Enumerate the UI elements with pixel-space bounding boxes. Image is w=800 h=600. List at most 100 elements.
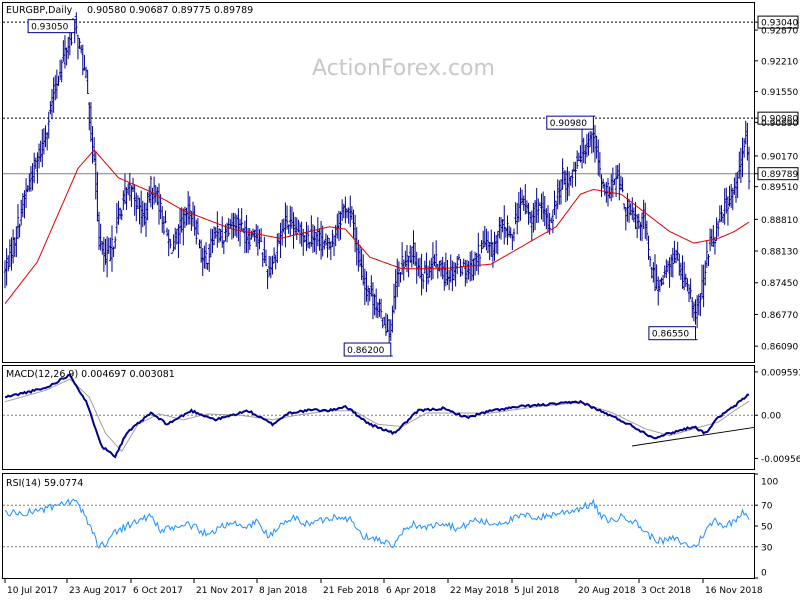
price-bar: [169, 238, 172, 249]
price-bar: [678, 253, 681, 276]
price-bar: [285, 205, 289, 230]
price-bar: [423, 260, 427, 274]
price-bar: [705, 240, 709, 268]
price-bar: [661, 274, 665, 285]
price-bar: [741, 137, 744, 178]
price-bar: [438, 260, 441, 272]
price-annotation-label: 0.90980: [550, 119, 587, 129]
price-bar: [480, 240, 483, 254]
price-bar: [206, 262, 209, 270]
price-annotation: 0.86550: [648, 326, 698, 341]
rsi-tick-label: 100: [761, 478, 778, 488]
price-bar: [63, 35, 67, 69]
price-bar: [725, 187, 728, 214]
price-bar: [47, 111, 50, 139]
price-bar: [472, 258, 475, 281]
price-bar: [490, 229, 493, 257]
price-bar: [658, 279, 662, 292]
price-bar: [483, 225, 486, 248]
price-bar: [126, 183, 130, 196]
price-bar: [569, 176, 572, 186]
price-bar: [154, 185, 157, 203]
price-panel: [2, 2, 755, 363]
price-bar: [710, 229, 713, 247]
price-bar: [663, 265, 666, 278]
price-bar: [290, 206, 294, 229]
price-bar: [248, 228, 251, 250]
price-bar: [648, 256, 652, 267]
price-bar: [83, 54, 86, 71]
price-bar: [271, 255, 274, 275]
price-bar: [178, 208, 182, 244]
price-bar: [11, 229, 15, 264]
price-bar: [268, 255, 271, 277]
price-bar: [527, 202, 530, 225]
price-bar: [481, 230, 485, 249]
price-tick-label: 0.91550: [761, 88, 798, 98]
price-tick-label: 0.90170: [761, 152, 798, 162]
price-bar: [352, 209, 355, 238]
price-bar: [700, 264, 704, 299]
price-bar: [462, 258, 465, 268]
price-bar: [738, 151, 741, 179]
price-bar: [639, 222, 642, 241]
price-bar: [97, 211, 101, 250]
price-bar: [464, 259, 467, 287]
price-bar: [425, 252, 428, 293]
price-bar: [297, 219, 300, 233]
price-bar: [631, 197, 634, 220]
price-bar: [344, 196, 347, 224]
rsi-label: RSI(14) 59.0774: [6, 478, 83, 489]
price-bar: [451, 260, 454, 292]
price-level-lines: [3, 21, 754, 175]
macd-label: MACD(12,26,9) 0.004697 0.003081: [6, 369, 175, 380]
price-bar: [279, 222, 282, 259]
price-bar: [486, 231, 490, 254]
price-bar: [734, 172, 738, 203]
price-bar: [79, 45, 83, 54]
price-bar: [686, 278, 689, 292]
price-bar: [232, 212, 235, 239]
price-bar: [326, 235, 329, 258]
price-bar: [742, 138, 746, 158]
price-bar: [331, 229, 334, 248]
price-bar: [198, 239, 201, 249]
price-bar: [329, 241, 333, 261]
price-bar: [407, 255, 410, 278]
price-tick-label: 0.88130: [761, 248, 798, 258]
price-bar: [238, 218, 242, 247]
price-bar: [336, 213, 339, 239]
price-bar: [666, 260, 670, 272]
price-bar: [494, 235, 498, 254]
price-bar: [525, 200, 529, 214]
price-bar: [20, 199, 23, 226]
price-bar: [679, 262, 683, 280]
macd-signal-line: [4, 378, 750, 453]
x-axis-label: 3 Oct 2018: [641, 586, 691, 596]
price-bar: [135, 192, 138, 222]
price-bar: [52, 77, 55, 113]
price-bar: [217, 228, 221, 243]
price-tick-label: 0.86090: [761, 343, 798, 353]
price-bar: [457, 253, 461, 261]
price-annotation-label: 0.93050: [31, 23, 68, 33]
price-bar: [151, 187, 154, 210]
price-bar: [222, 240, 226, 255]
price-bar: [186, 191, 190, 225]
price-bar: [383, 316, 386, 326]
price-bar: [603, 183, 606, 196]
price-bar: [434, 240, 438, 269]
price-bar: [674, 249, 678, 264]
price-bar: [78, 37, 81, 49]
price-bar: [36, 152, 39, 184]
price-bar: [597, 139, 600, 176]
price-bar: [721, 213, 725, 224]
price-bar: [655, 264, 658, 290]
price-bar: [141, 200, 144, 228]
price-bar: [109, 237, 112, 262]
price-bar: [128, 172, 132, 201]
price-bar: [512, 228, 516, 242]
price-bar: [81, 44, 85, 76]
price-tick-label: 0.88810: [761, 216, 798, 226]
